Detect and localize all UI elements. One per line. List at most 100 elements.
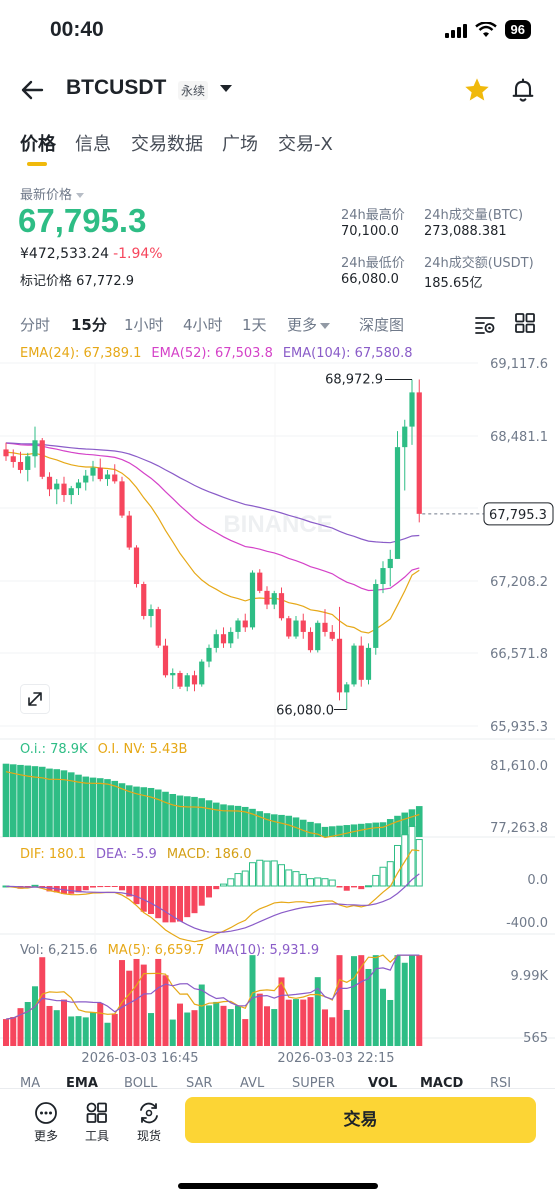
macd-histogram-bar bbox=[314, 877, 322, 887]
volume-bar bbox=[162, 975, 169, 1046]
macd-histogram-bar bbox=[234, 873, 242, 887]
spot-button[interactable]: 现货 bbox=[129, 1099, 169, 1144]
indicator-sar[interactable]: SAR bbox=[186, 1076, 213, 1088]
macd-histogram-bar bbox=[358, 886, 365, 890]
symbol-title[interactable]: BTCUSDT bbox=[66, 76, 167, 99]
low-24h-label: 24h最低价 bbox=[341, 256, 405, 271]
open-interest-bar bbox=[249, 808, 256, 837]
depth-chart-tab[interactable]: 深度图 bbox=[359, 316, 405, 334]
volume-btc-value: 273,088.381 bbox=[424, 224, 507, 239]
macd-value: MACD: 186.0 bbox=[166, 847, 252, 862]
latest-price-label[interactable]: 最新价格 bbox=[20, 184, 85, 203]
macd-histogram-bar bbox=[97, 886, 104, 888]
indicator-macd[interactable]: MACD bbox=[420, 1076, 464, 1088]
price-axis-tick: 67,208.2 bbox=[490, 575, 548, 590]
expand-chart-icon[interactable] bbox=[20, 684, 50, 714]
mark-price-label: 标记价格 bbox=[20, 274, 73, 289]
candle-body bbox=[409, 392, 415, 427]
volume-bar bbox=[24, 1001, 31, 1046]
tools-grid-icon bbox=[86, 1102, 107, 1123]
macd-histogram-bar bbox=[177, 886, 183, 922]
tab-info[interactable]: 信息 bbox=[75, 134, 111, 155]
oi-value: O.i.: 78.9K bbox=[20, 742, 88, 757]
main-tabs: 价格 信息 交易数据 广场 交易-X bbox=[0, 128, 555, 168]
volume-bar bbox=[104, 1022, 111, 1046]
open-interest-bar bbox=[299, 819, 307, 837]
back-arrow-icon[interactable] bbox=[18, 76, 46, 104]
layout-grid-icon[interactable] bbox=[514, 312, 536, 334]
candle-body bbox=[155, 609, 161, 646]
trade-button[interactable]: 交易 bbox=[185, 1097, 536, 1143]
interval-1d[interactable]: 1天 bbox=[242, 316, 267, 334]
status-time: 00:40 bbox=[50, 18, 104, 41]
macd-histogram-bar bbox=[169, 886, 176, 923]
volume-ma10-line bbox=[5, 954, 420, 1020]
indicator-super[interactable]: SUPER bbox=[292, 1076, 335, 1088]
volume-bar bbox=[314, 977, 321, 1046]
dea-value: DEA: -5.9 bbox=[96, 847, 157, 862]
latest-price-dropdown-icon[interactable] bbox=[76, 193, 85, 198]
open-interest-bar bbox=[82, 776, 90, 837]
tab-trading-data[interactable]: 交易数据 bbox=[131, 134, 203, 155]
tab-price[interactable]: 价格 bbox=[20, 134, 56, 155]
volume-bar bbox=[227, 1009, 234, 1046]
volume-bar bbox=[75, 1016, 82, 1046]
ema104-line bbox=[5, 442, 420, 544]
tab-square[interactable]: 广场 bbox=[222, 134, 258, 155]
volume-bar bbox=[133, 958, 140, 1046]
indicator-ema[interactable]: EMA bbox=[66, 1076, 98, 1088]
open-interest-bar bbox=[263, 813, 271, 837]
vol-legend: Vol: 6,215.6 MA(5): 6,659.7 MA(10): 5,931.… bbox=[20, 943, 329, 958]
interval-time-share[interactable]: 分时 bbox=[20, 316, 51, 334]
volume-bar bbox=[3, 1019, 9, 1046]
volume-bar bbox=[372, 955, 379, 1046]
indicator-vol[interactable]: VOL bbox=[368, 1076, 398, 1088]
symbol-dropdown-icon[interactable] bbox=[220, 85, 232, 92]
candle-body bbox=[148, 609, 154, 616]
tab-trade-x[interactable]: 交易-X bbox=[278, 134, 333, 155]
volume-bar bbox=[380, 988, 386, 1046]
volume-bar bbox=[82, 1017, 89, 1046]
candle-body bbox=[25, 456, 31, 470]
more-label: 更多 bbox=[33, 1129, 58, 1143]
kline-chart[interactable]: BINANCE 69,117.668,481.167,844.767,208.2… bbox=[0, 342, 555, 1072]
candle-body bbox=[46, 476, 53, 490]
open-interest-bar bbox=[408, 809, 416, 837]
open-interest-bar bbox=[46, 768, 53, 837]
open-interest-bar bbox=[176, 795, 184, 837]
candle-body bbox=[141, 584, 147, 616]
candle-body bbox=[373, 584, 379, 648]
more-button[interactable]: 更多 bbox=[26, 1099, 66, 1144]
macd-histogram-bar bbox=[126, 886, 133, 897]
open-interest-bar bbox=[96, 778, 104, 837]
candle-body bbox=[177, 672, 183, 687]
interval-4h[interactable]: 4小时 bbox=[183, 316, 223, 334]
interval-15m[interactable]: 15分 bbox=[71, 316, 107, 334]
volume-bar bbox=[351, 956, 357, 1046]
time-axis-label: 2026-03-03 16:45 bbox=[81, 1051, 198, 1066]
volume-bar bbox=[264, 1006, 270, 1046]
candle-body bbox=[39, 440, 45, 477]
tools-label: 工具 bbox=[84, 1129, 109, 1143]
indicator-boll[interactable]: BOLL bbox=[124, 1076, 158, 1088]
volume-bar bbox=[126, 970, 133, 1046]
candle-body bbox=[344, 684, 350, 693]
chart-settings-icon[interactable] bbox=[473, 312, 497, 336]
interval-more[interactable]: 更多 bbox=[287, 314, 331, 335]
volume-bar bbox=[365, 968, 372, 1046]
indicator-ma[interactable]: MA bbox=[20, 1076, 41, 1088]
open-interest-bar bbox=[53, 769, 61, 837]
macd-histogram-bar bbox=[227, 878, 235, 887]
indicator-avl[interactable]: AVL bbox=[240, 1076, 265, 1088]
chart-canvas[interactable]: BINANCE 69,117.668,481.167,844.767,208.2… bbox=[0, 342, 555, 1072]
indicator-rsi[interactable]: RSI bbox=[490, 1076, 512, 1088]
volume-bar bbox=[53, 1010, 60, 1046]
favorite-star-icon[interactable] bbox=[463, 76, 491, 104]
open-interest-bar bbox=[212, 802, 220, 837]
interval-1h[interactable]: 1小时 bbox=[124, 316, 164, 334]
status-bar: 00:40 96 bbox=[0, 0, 555, 62]
price-axis-tick: 69,117.6 bbox=[490, 357, 548, 372]
candle-body bbox=[162, 645, 169, 676]
bell-icon[interactable] bbox=[509, 76, 537, 104]
tools-button[interactable]: 工具 bbox=[77, 1099, 117, 1144]
